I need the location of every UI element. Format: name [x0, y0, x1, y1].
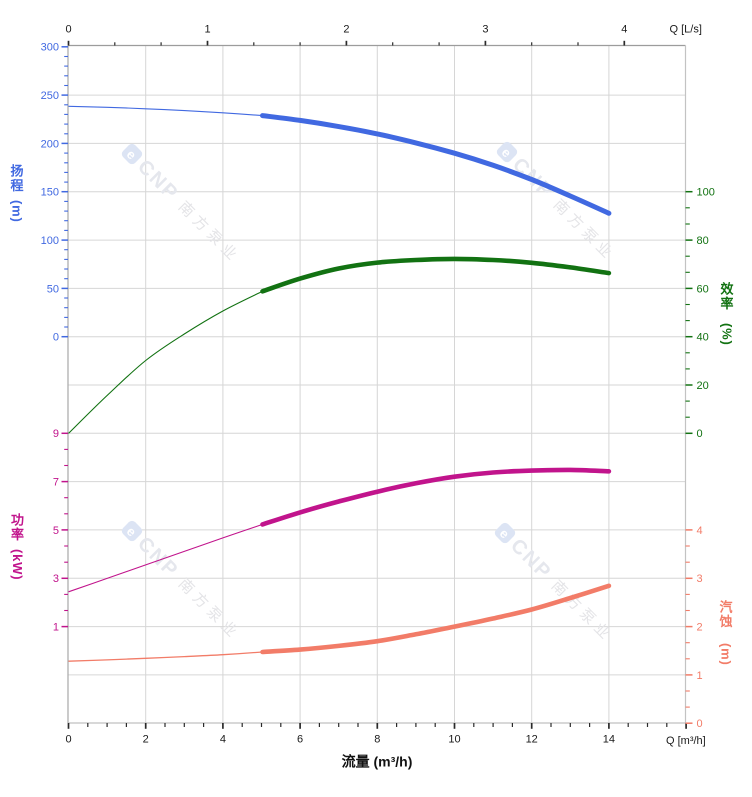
svg-text:3: 3 [697, 573, 703, 585]
svg-text:6: 6 [297, 734, 303, 746]
svg-text:7: 7 [53, 477, 59, 489]
svg-text:1: 1 [204, 24, 210, 36]
svg-text:0: 0 [697, 428, 703, 440]
svg-text:3: 3 [53, 573, 59, 585]
svg-text:3: 3 [482, 24, 488, 36]
svg-text:2: 2 [343, 24, 349, 36]
svg-text:(m): (m) [719, 643, 734, 666]
svg-text:10: 10 [448, 734, 460, 746]
svg-text:2: 2 [143, 734, 149, 746]
svg-text:程: 程 [10, 178, 23, 193]
svg-text:流量 (m³/h): 流量 (m³/h) [342, 754, 413, 770]
svg-text:4: 4 [220, 734, 226, 746]
svg-text:Q [m³/h]: Q [m³/h] [666, 735, 706, 747]
svg-text:率: 率 [11, 527, 24, 542]
svg-text:汽: 汽 [719, 600, 732, 615]
svg-text:0: 0 [53, 332, 59, 344]
svg-text:250: 250 [41, 90, 59, 102]
svg-text:0: 0 [65, 24, 71, 36]
svg-text:200: 200 [41, 138, 59, 150]
svg-text:100: 100 [697, 187, 715, 199]
svg-text:(m): (m) [10, 200, 25, 223]
svg-text:8: 8 [374, 734, 380, 746]
svg-text:1: 1 [697, 670, 703, 682]
svg-text:2: 2 [697, 622, 703, 634]
svg-text:0: 0 [697, 718, 703, 730]
svg-text:功: 功 [11, 513, 24, 528]
svg-text:14: 14 [603, 734, 615, 746]
svg-text:60: 60 [697, 283, 709, 295]
svg-text:率: 率 [720, 296, 733, 311]
svg-text:9: 9 [53, 428, 59, 440]
svg-text:300: 300 [41, 42, 59, 54]
svg-text:5: 5 [53, 525, 59, 537]
svg-text:4: 4 [697, 525, 703, 537]
svg-text:40: 40 [697, 332, 709, 344]
svg-text:100: 100 [41, 235, 59, 247]
svg-text:1: 1 [53, 622, 59, 634]
svg-text:扬: 扬 [10, 164, 23, 179]
svg-text:12: 12 [526, 734, 538, 746]
svg-text:效: 效 [720, 282, 734, 297]
svg-text:20: 20 [697, 380, 709, 392]
svg-text:4: 4 [621, 24, 627, 36]
svg-text:80: 80 [697, 235, 709, 247]
svg-text:150: 150 [41, 187, 59, 199]
svg-text:(%): (%) [720, 323, 735, 346]
svg-text:Q [L/s]: Q [L/s] [670, 24, 702, 36]
svg-text:50: 50 [47, 283, 59, 295]
svg-text:蚀: 蚀 [718, 614, 732, 629]
svg-text:(kW): (kW) [10, 549, 25, 580]
svg-text:0: 0 [65, 734, 71, 746]
